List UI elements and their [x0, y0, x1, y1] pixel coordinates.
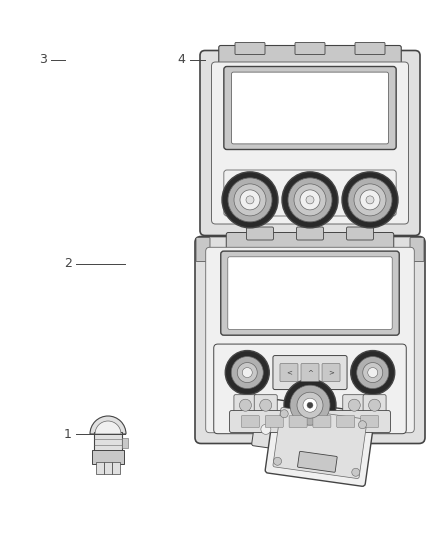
Circle shape	[260, 399, 272, 411]
Circle shape	[240, 399, 251, 411]
Circle shape	[294, 184, 326, 216]
FancyBboxPatch shape	[297, 451, 337, 472]
Wedge shape	[90, 416, 126, 434]
Circle shape	[274, 457, 282, 465]
Circle shape	[284, 379, 336, 431]
Wedge shape	[95, 421, 121, 434]
Circle shape	[288, 178, 332, 222]
FancyBboxPatch shape	[221, 251, 399, 335]
Circle shape	[261, 424, 271, 434]
FancyBboxPatch shape	[228, 257, 392, 329]
FancyBboxPatch shape	[355, 43, 385, 54]
FancyBboxPatch shape	[252, 410, 280, 449]
Circle shape	[225, 351, 269, 394]
Circle shape	[303, 398, 317, 412]
Circle shape	[300, 190, 320, 210]
Circle shape	[306, 196, 314, 204]
Text: 4: 4	[178, 53, 186, 66]
Bar	[96, 462, 104, 474]
Circle shape	[357, 357, 389, 389]
Circle shape	[348, 399, 360, 411]
Circle shape	[351, 351, 395, 394]
Circle shape	[242, 368, 252, 377]
FancyBboxPatch shape	[254, 395, 277, 416]
FancyBboxPatch shape	[301, 364, 319, 382]
Circle shape	[297, 392, 323, 418]
FancyBboxPatch shape	[343, 395, 366, 416]
FancyBboxPatch shape	[200, 51, 420, 236]
Circle shape	[246, 196, 254, 204]
FancyBboxPatch shape	[360, 416, 378, 427]
FancyBboxPatch shape	[241, 416, 259, 427]
FancyBboxPatch shape	[410, 238, 424, 262]
Text: 2: 2	[64, 257, 72, 270]
FancyBboxPatch shape	[297, 227, 324, 240]
Text: 3: 3	[39, 53, 47, 66]
Circle shape	[342, 172, 398, 228]
Bar	[112, 462, 120, 474]
Polygon shape	[300, 182, 320, 200]
Bar	[104, 462, 112, 474]
Text: ^: ^	[307, 369, 313, 376]
FancyBboxPatch shape	[280, 364, 298, 382]
Circle shape	[358, 421, 367, 429]
Polygon shape	[306, 188, 314, 196]
Circle shape	[363, 362, 383, 383]
Circle shape	[366, 196, 374, 204]
FancyBboxPatch shape	[273, 408, 367, 479]
Circle shape	[228, 178, 272, 222]
FancyBboxPatch shape	[322, 364, 340, 382]
Circle shape	[240, 190, 260, 210]
FancyBboxPatch shape	[346, 227, 374, 240]
FancyBboxPatch shape	[226, 232, 394, 251]
FancyBboxPatch shape	[224, 67, 396, 149]
Circle shape	[352, 469, 360, 477]
FancyBboxPatch shape	[265, 416, 283, 427]
FancyBboxPatch shape	[224, 170, 396, 216]
Text: >: >	[328, 369, 334, 376]
FancyBboxPatch shape	[195, 237, 425, 443]
FancyBboxPatch shape	[219, 45, 401, 66]
FancyBboxPatch shape	[337, 416, 355, 427]
Circle shape	[231, 357, 263, 389]
FancyBboxPatch shape	[232, 72, 389, 144]
FancyBboxPatch shape	[234, 395, 257, 416]
Circle shape	[348, 178, 392, 222]
Circle shape	[234, 184, 266, 216]
FancyBboxPatch shape	[273, 356, 347, 390]
FancyBboxPatch shape	[230, 410, 390, 433]
FancyBboxPatch shape	[212, 62, 409, 224]
FancyBboxPatch shape	[295, 43, 325, 54]
Circle shape	[222, 172, 278, 228]
FancyBboxPatch shape	[313, 416, 331, 427]
Text: 1: 1	[64, 428, 72, 441]
FancyBboxPatch shape	[265, 400, 375, 486]
Circle shape	[280, 410, 288, 418]
Circle shape	[237, 362, 257, 383]
Bar	[92, 450, 124, 464]
Circle shape	[354, 184, 386, 216]
FancyBboxPatch shape	[196, 238, 210, 262]
FancyBboxPatch shape	[289, 416, 307, 427]
Circle shape	[360, 190, 380, 210]
Bar	[94, 432, 122, 452]
Circle shape	[307, 402, 313, 408]
Circle shape	[282, 172, 338, 228]
Circle shape	[290, 385, 330, 425]
FancyBboxPatch shape	[247, 227, 273, 240]
Bar	[122, 438, 128, 448]
Circle shape	[369, 399, 381, 411]
FancyBboxPatch shape	[363, 395, 386, 416]
Text: <: <	[286, 369, 292, 376]
FancyBboxPatch shape	[214, 344, 406, 434]
FancyBboxPatch shape	[206, 247, 414, 433]
Circle shape	[368, 368, 378, 377]
FancyBboxPatch shape	[235, 43, 265, 54]
